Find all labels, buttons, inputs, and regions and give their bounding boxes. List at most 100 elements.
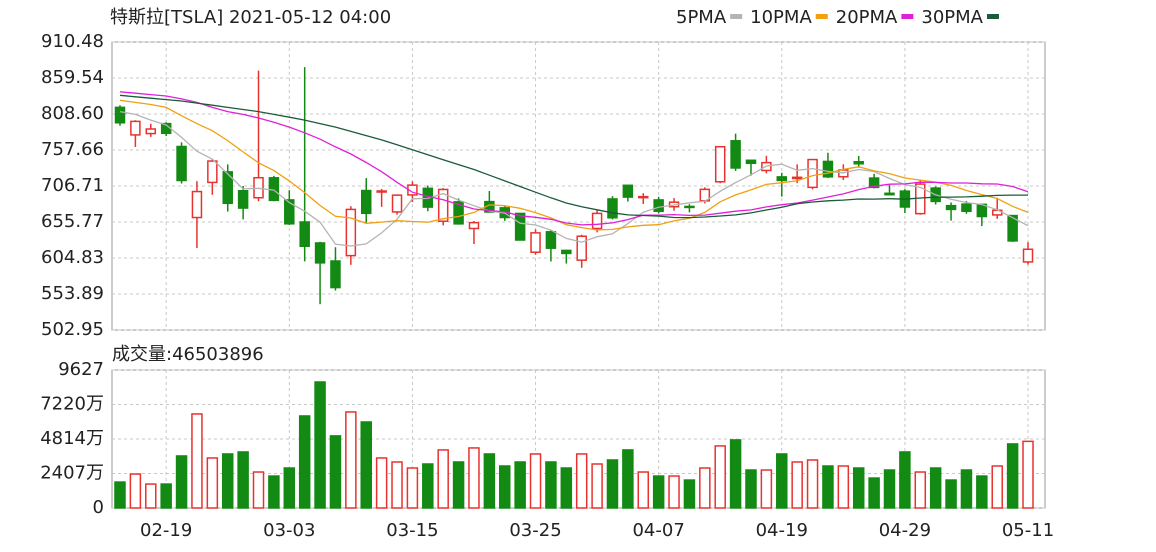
volume-bar: [252, 471, 265, 509]
volume-bar: [899, 451, 911, 509]
y-tick-label: 757.66: [41, 139, 104, 160]
volume-bar: [914, 471, 927, 509]
y-tick-label: 7220万: [40, 394, 104, 415]
candle-body: [607, 198, 618, 219]
volume-bar: [637, 471, 650, 509]
volume-bar: [699, 467, 711, 509]
candle-body: [114, 106, 126, 124]
legend-label: 10PMA: [750, 7, 812, 28]
candle-body: [853, 161, 864, 165]
x-tick-label: 04-19: [756, 520, 808, 541]
volume-title: 成交量:46503896: [112, 344, 264, 365]
candle-body: [561, 249, 572, 255]
volume-bar: [591, 463, 603, 509]
volume-bar: [883, 469, 896, 509]
legend-label: 20PMA: [836, 7, 898, 28]
candle-body: [468, 221, 480, 230]
candle-body: [961, 203, 972, 213]
volume-bar: [822, 465, 834, 509]
y-tick-label: 4814万: [40, 428, 104, 449]
volume-bar: [483, 453, 496, 509]
candle-body: [530, 232, 541, 253]
candle-body: [945, 204, 957, 211]
chart-title: 特斯拉[TSLA] 2021-05-12 04:00: [110, 7, 391, 28]
volume-bar: [852, 467, 865, 509]
legend-swatch: [815, 14, 828, 19]
candle-body: [237, 189, 249, 209]
volume-bar: [345, 411, 357, 509]
volume-bar: [175, 455, 188, 509]
candle-body: [514, 212, 526, 241]
candle-body: [730, 140, 741, 169]
candle-body: [1022, 248, 1034, 263]
volume-bar: [545, 461, 557, 509]
candle-body: [576, 235, 587, 261]
candle-body: [545, 231, 557, 249]
y-tick-label: 0: [93, 497, 104, 518]
y-tick-label: 9627: [58, 359, 104, 380]
y-tick-label: 859.54: [41, 67, 104, 88]
volume-bar: [1006, 443, 1019, 509]
volume-bar: [714, 445, 726, 509]
volume-bar: [237, 451, 249, 509]
candle-body: [1007, 214, 1018, 242]
moving-average-line: [119, 94, 1028, 219]
volume-bar: [268, 475, 280, 509]
volume-bar: [791, 461, 803, 509]
x-tick-label: 02-19: [140, 520, 192, 541]
volume-bar: [529, 453, 542, 509]
legend-label: 30PMA: [921, 7, 983, 28]
candle-body: [437, 188, 449, 222]
candle-body: [360, 189, 372, 215]
candle-body: [284, 199, 295, 225]
volume-bar: [499, 465, 511, 509]
candle-body: [591, 212, 603, 230]
candle-body: [191, 190, 203, 219]
volume-bar: [1022, 440, 1034, 509]
candle-body: [268, 177, 280, 202]
candle-body: [176, 145, 187, 182]
volume-bar: [406, 467, 419, 509]
x-tick-label: 03-15: [386, 520, 438, 541]
volume-bar: [729, 439, 742, 509]
volume-bar: [945, 479, 957, 509]
y-tick-label: 655.77: [41, 211, 104, 232]
volume-bar: [991, 465, 1003, 509]
volume-bar: [114, 481, 126, 509]
volume-bar: [976, 475, 988, 509]
candle-body: [638, 195, 649, 199]
candle-body: [299, 221, 310, 248]
volume-bar: [575, 453, 588, 509]
volume-bar: [652, 475, 665, 509]
volume-bar: [622, 449, 634, 509]
y-tick-label: 502.95: [41, 319, 104, 340]
legend-label: 5PMA: [676, 7, 727, 28]
candle-body: [714, 145, 726, 183]
moving-average-line: [119, 91, 1029, 226]
volume-bar: [560, 467, 573, 509]
candle-body: [145, 128, 157, 135]
candle-body: [130, 120, 141, 136]
candle-body: [453, 201, 464, 225]
candle-body: [868, 177, 880, 189]
volume-bar: [960, 469, 973, 509]
volume-bar: [160, 483, 172, 509]
volume-bar: [283, 467, 296, 509]
candle-body: [653, 199, 664, 213]
y-tick-label: 604.83: [41, 247, 104, 268]
volume-bar: [375, 457, 388, 509]
volume-bar: [298, 415, 311, 509]
candle-body: [884, 192, 895, 196]
moving-average-line: [119, 110, 1029, 247]
volume-bar: [329, 435, 342, 509]
candle-body: [314, 242, 326, 264]
candle-body: [222, 171, 233, 205]
volume-bar: [221, 453, 234, 509]
candle-body: [622, 184, 634, 198]
candle-body: [207, 160, 218, 184]
volume-bar: [314, 381, 326, 509]
candle-body: [807, 158, 818, 189]
y-tick-label: 910.48: [41, 31, 104, 52]
volume-bar: [806, 459, 819, 509]
candle-body: [345, 208, 357, 257]
